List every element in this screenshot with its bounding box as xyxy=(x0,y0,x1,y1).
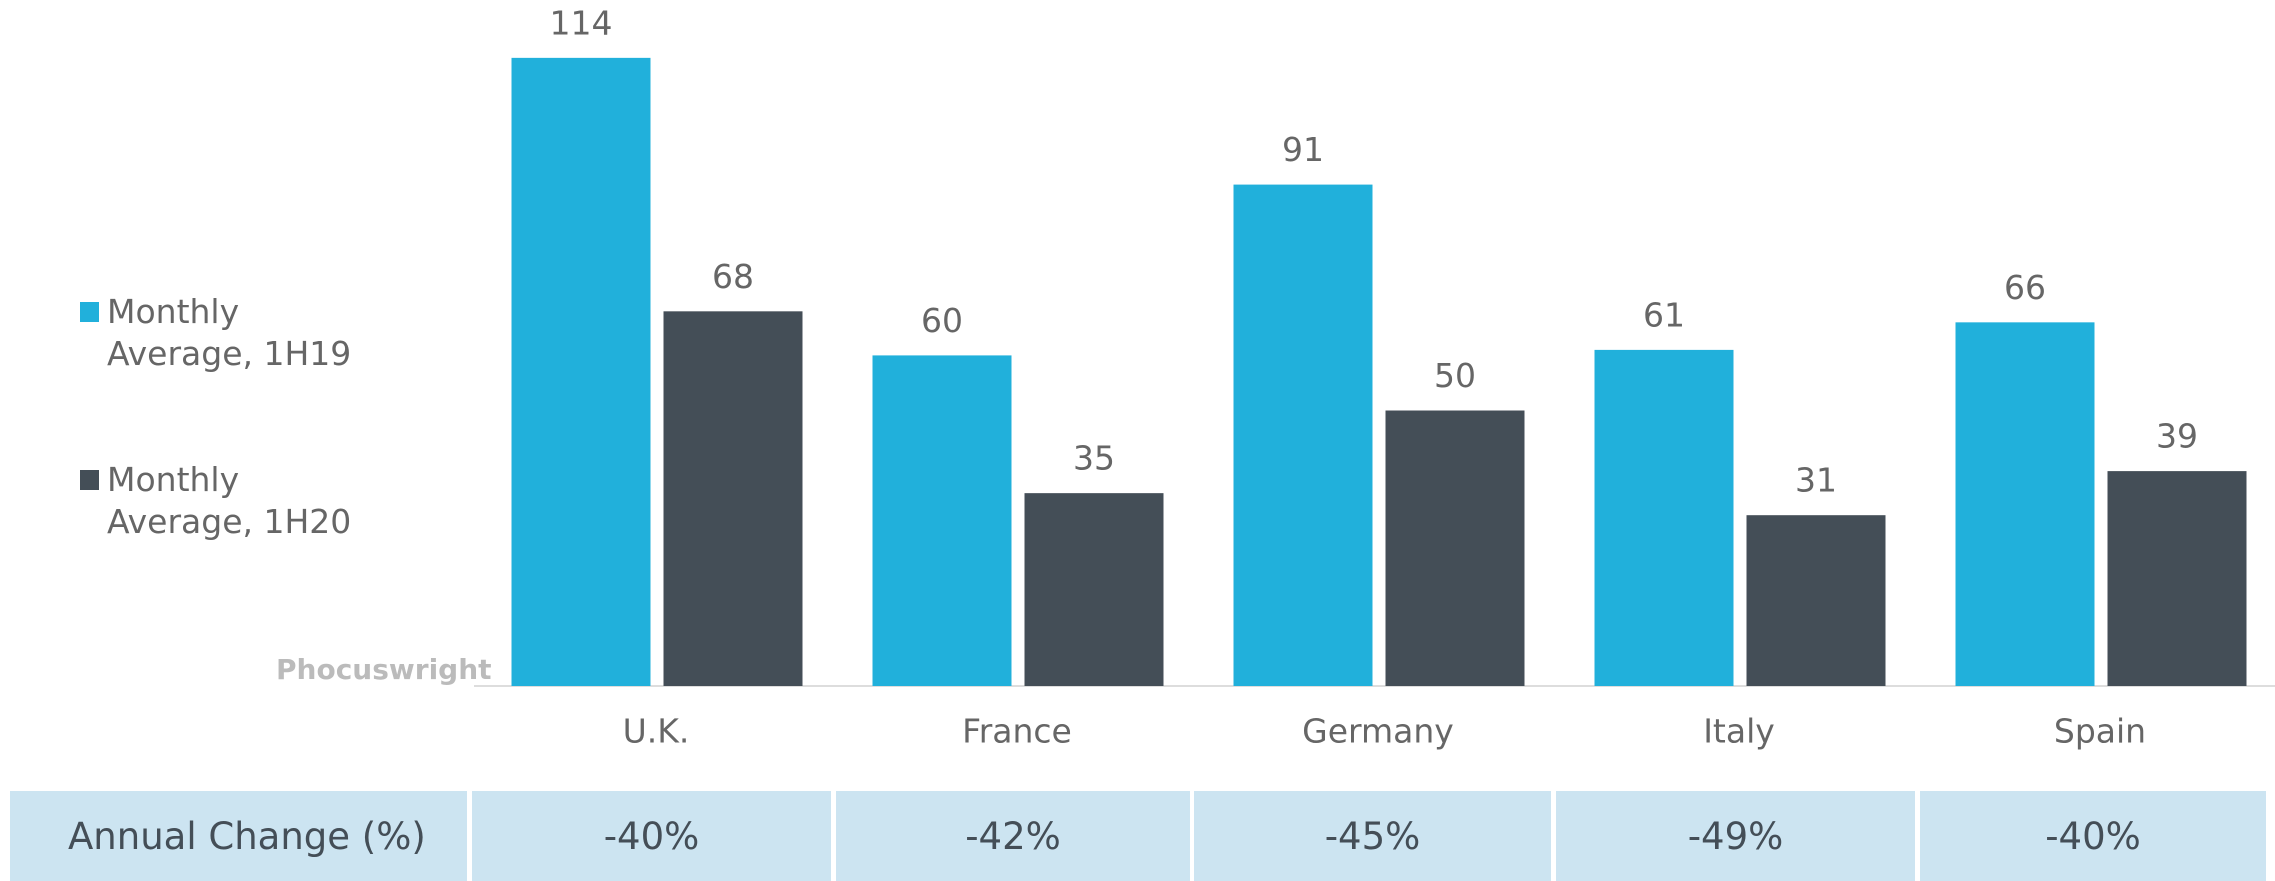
table-cell: -42% xyxy=(836,791,1190,881)
data-label: 50 xyxy=(1434,356,1476,395)
data-label: 91 xyxy=(1282,130,1324,169)
data-label: 35 xyxy=(1073,439,1115,478)
legend-item: Monthly Average, 1H20 xyxy=(80,459,380,543)
bar xyxy=(2107,471,2247,686)
table-cell: -45% xyxy=(1194,791,1551,881)
legend-swatch xyxy=(80,302,99,322)
legend-swatch xyxy=(80,470,99,490)
x-tick-label: Germany xyxy=(1302,712,1454,751)
legend-label: Monthly Average, 1H19 xyxy=(107,292,352,373)
data-label: 60 xyxy=(921,301,963,340)
x-tick-label: Italy xyxy=(1703,712,1775,751)
watermark: Phocuswright xyxy=(276,653,492,686)
x-tick-label: France xyxy=(962,712,1072,751)
bar xyxy=(1233,184,1373,686)
bar xyxy=(511,57,651,687)
bar xyxy=(1024,493,1164,686)
data-label: 31 xyxy=(1795,461,1837,500)
table-cell: -40% xyxy=(472,791,831,881)
table-cell: -40% xyxy=(1920,791,2266,881)
table-cell: -49% xyxy=(1556,791,1915,881)
bar xyxy=(1594,349,1734,686)
legend-item: Monthly Average, 1H19 xyxy=(80,291,380,375)
data-label: 66 xyxy=(2004,268,2046,307)
bar xyxy=(663,311,803,686)
bar xyxy=(1385,410,1525,686)
x-tick-label: Spain xyxy=(2054,712,2146,751)
bar xyxy=(1955,322,2095,686)
data-label: 114 xyxy=(550,3,613,42)
x-tick-label: U.K. xyxy=(623,712,690,751)
data-label: 39 xyxy=(2156,417,2198,456)
data-label: 68 xyxy=(712,257,754,296)
bar xyxy=(872,355,1012,686)
table-header: Annual Change (%) xyxy=(10,791,467,881)
legend-label: Monthly Average, 1H20 xyxy=(107,460,352,541)
data-label: 61 xyxy=(1643,295,1685,334)
bar xyxy=(1746,515,1886,686)
